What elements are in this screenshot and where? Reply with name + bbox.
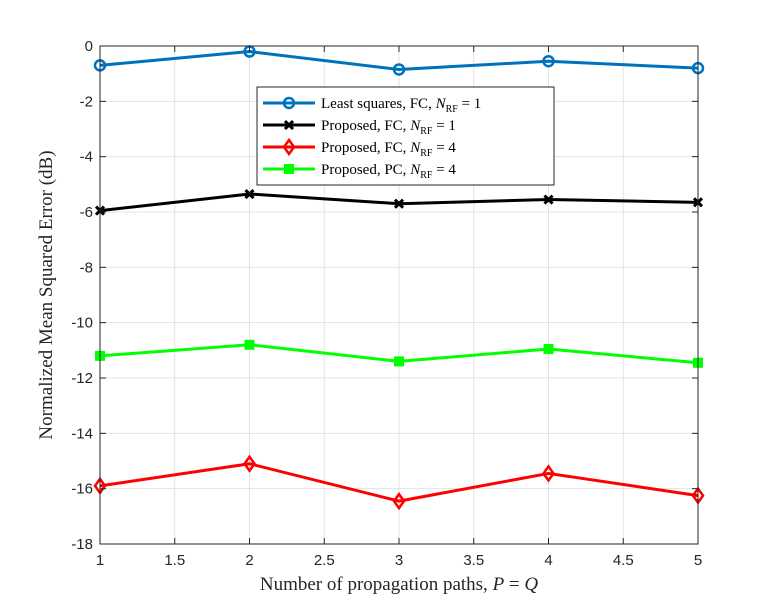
series-line — [99, 462, 699, 503]
series-2 — [94, 188, 704, 216]
legend-entry: Proposed, PC, NRF = 4 — [263, 162, 456, 181]
legend: Least squares, FC, NRF = 1 Proposed, FC, … — [256, 86, 555, 186]
y-tick-label: -12 — [71, 370, 93, 387]
legend-label: Proposed, PC, NRF = 4 — [321, 162, 456, 181]
x-tick-label: 3.5 — [463, 552, 484, 569]
data-point — [543, 194, 554, 205]
y-tick-label: -14 — [71, 425, 93, 442]
legend-marker — [284, 164, 294, 174]
y-tick-label: -6 — [80, 204, 93, 221]
series-line — [99, 50, 699, 72]
axis-ticks: 1 1.5 2 2.5 3 3.5 4 4.5 5 0 -2 -4 -6 -8 -10 -12 -14 -16 -1… — [71, 38, 702, 569]
y-tick-label: -2 — [80, 93, 93, 110]
y-tick-label: -18 — [71, 536, 93, 553]
data-point — [244, 188, 255, 200]
data-point — [244, 339, 255, 350]
legend-label: Proposed, FC, NRF = 4 — [321, 140, 456, 159]
x-tick-label: 1.5 — [164, 552, 185, 569]
y-tick-label: -10 — [71, 315, 93, 332]
x-tick-label: 4.5 — [613, 552, 634, 569]
legend-marker — [282, 96, 296, 110]
x-tick-label: 2.5 — [314, 552, 335, 569]
data-point — [543, 343, 554, 354]
legend-marker — [283, 119, 295, 131]
data-point — [392, 491, 406, 511]
y-tick-label: -8 — [80, 259, 93, 276]
x-tick-label: 4 — [544, 552, 552, 569]
data-point — [541, 464, 556, 483]
data-point — [393, 198, 405, 209]
x-axis-title: Number of propagation paths, P = Q — [260, 574, 539, 595]
data-point — [242, 454, 257, 473]
legend-marker — [282, 137, 296, 157]
legend-entry: Least squares, FC, NRF = 1 — [263, 96, 481, 115]
legend-entry: Proposed, FC, NRF = 4 — [263, 137, 456, 159]
data-series — [93, 45, 705, 511]
data-point — [392, 63, 406, 76]
x-tick-label: 2 — [245, 552, 253, 569]
y-tick-label: -16 — [71, 481, 93, 498]
x-tick-label: 5 — [694, 552, 702, 569]
y-tick-label: 0 — [85, 38, 93, 55]
x-tick-label: 3 — [395, 552, 403, 569]
data-point — [394, 356, 404, 367]
legend-entry: Proposed, FC, NRF = 1 — [263, 118, 456, 137]
y-tick-label: -4 — [80, 149, 93, 166]
data-point — [542, 54, 555, 68]
y-axis-title: Normalized Mean Squared Error (dB) — [36, 150, 57, 439]
legend-label: Least squares, FC, NRF = 1 — [321, 96, 481, 115]
x-tick-label: 1 — [96, 552, 104, 569]
legend-label: Proposed, FC, NRF = 1 — [321, 118, 456, 137]
